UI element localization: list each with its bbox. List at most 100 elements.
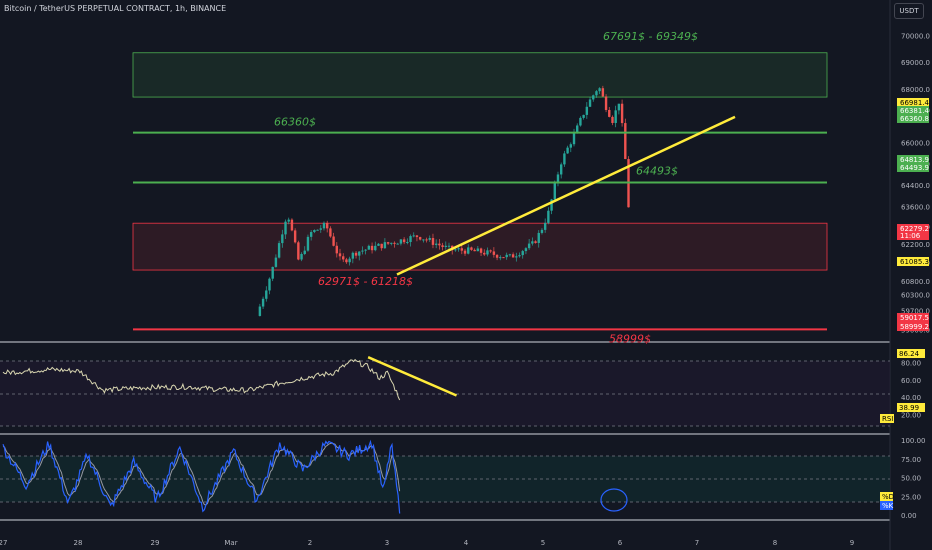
candle-body — [329, 228, 332, 237]
candle-body — [309, 232, 313, 237]
candle-body — [531, 241, 534, 244]
stoch-tag: %D — [882, 493, 894, 501]
candle-body — [335, 245, 339, 254]
stoch-axis-label: 50.00 — [901, 475, 921, 483]
currency-button[interactable]: USDT — [894, 3, 924, 19]
price-tag: 58999.2 — [900, 323, 929, 331]
zone-1[interactable] — [132, 222, 828, 271]
candle-body — [399, 239, 403, 244]
candle-body — [447, 245, 451, 247]
price-tag-bg — [897, 106, 929, 115]
candle-body — [585, 106, 589, 115]
candle-body — [364, 249, 367, 251]
candle-body — [441, 245, 444, 248]
zones-layer — [132, 52, 828, 271]
candle-body — [524, 248, 528, 252]
rsi-tag-bg — [897, 403, 925, 412]
candle-body — [505, 254, 508, 258]
candle-body — [300, 253, 303, 260]
time-axis-label: 3 — [385, 539, 389, 547]
candle-body — [489, 250, 492, 252]
price-tag: 66360.8 — [900, 115, 929, 123]
candle-body — [265, 290, 268, 299]
price-tag-bg — [897, 98, 929, 107]
candle-body — [258, 306, 262, 316]
price-trendline[interactable] — [396, 115, 736, 276]
candle-body — [422, 239, 425, 241]
time-axis-label: Mar — [224, 539, 237, 547]
candle-body — [444, 245, 447, 248]
candle-body — [604, 96, 608, 110]
candle-body — [293, 230, 297, 243]
candle-body — [595, 91, 598, 96]
price-tag-bg — [897, 257, 929, 266]
zone-0[interactable] — [132, 52, 828, 98]
candle-body — [303, 250, 306, 254]
candle-body — [582, 114, 585, 118]
stoch-tag-bg — [880, 492, 893, 501]
time-axis-label: 28 — [74, 539, 83, 547]
time-axis-label: 5 — [541, 539, 545, 547]
candle-body — [322, 222, 326, 229]
rsi-tag-bg — [897, 349, 925, 358]
price-axis-label: 66000.0 — [901, 139, 930, 147]
price-tag-bg — [897, 224, 929, 233]
price-tag: 61085.3 — [900, 258, 929, 266]
candle-body — [316, 229, 319, 231]
stoch-highlight-circle[interactable] — [600, 488, 628, 512]
candle-body — [457, 248, 460, 250]
candle-body — [284, 221, 287, 235]
stoch-axis-label: 25.00 — [901, 493, 921, 501]
price-axis-label: 63600.0 — [901, 203, 930, 211]
price-tag-bg — [897, 155, 929, 164]
candle-body — [617, 103, 621, 111]
level-66360-label: 66360$ — [274, 116, 316, 129]
candle-body — [396, 243, 399, 245]
candle-body — [608, 109, 611, 117]
candle-body — [271, 266, 274, 279]
rsi-axis-label: 80.00 — [901, 359, 921, 367]
candle-body — [406, 242, 409, 244]
candle-body — [374, 245, 377, 251]
candle-body — [370, 245, 374, 251]
candle-body — [367, 245, 371, 250]
candle-body — [281, 234, 284, 244]
candle-body — [409, 236, 412, 243]
stoch-axis-label: 100.00 — [901, 437, 926, 445]
bottom-zone-label: 62971$ - 61218$ — [318, 275, 413, 288]
time-axis-label: 7 — [695, 539, 699, 547]
candle-body — [463, 250, 467, 254]
candle-body — [402, 239, 406, 243]
price-tag: 64813.9 — [900, 156, 929, 164]
candle-body — [569, 144, 573, 148]
price-tag: 66381.4 — [900, 107, 929, 115]
rsi-axis-label: 40.00 — [901, 394, 921, 402]
top-zone-label: 67691$ - 69349$ — [603, 30, 698, 43]
candle-body — [287, 219, 290, 222]
candles-layer — [258, 85, 630, 317]
candle-body — [566, 147, 569, 154]
rsi-tag: RSI — [882, 415, 893, 423]
price-axis-label: 59700.0 — [901, 308, 930, 316]
rsi-line — [2, 358, 401, 401]
candle-body — [351, 252, 355, 259]
rsi-tag: 38.99 — [899, 404, 919, 412]
candle-body — [572, 133, 576, 145]
candle-body — [358, 251, 361, 256]
candle-body — [332, 236, 335, 246]
time-axis-label: 2 — [308, 539, 312, 547]
price-tag: 11:06 — [900, 232, 921, 240]
price-axis-label: 69000.0 — [901, 59, 930, 67]
rsi-band — [0, 361, 890, 426]
candle-body — [601, 88, 605, 97]
candle-body — [297, 242, 300, 260]
candle-body — [563, 153, 566, 165]
candle-body — [306, 236, 310, 251]
candle-body — [614, 110, 617, 123]
candle-body — [511, 254, 515, 258]
rsi-trendline[interactable] — [367, 356, 458, 397]
candle-body — [319, 228, 322, 230]
candle-body — [547, 210, 550, 223]
candle-body — [486, 250, 489, 255]
